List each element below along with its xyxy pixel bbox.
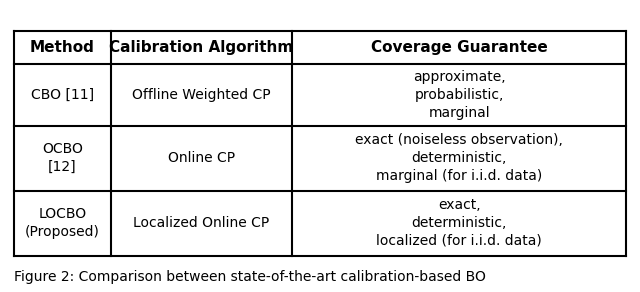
Text: exact,
deterministic,
localized (for i.i.d. data): exact, deterministic, localized (for i.i…	[376, 198, 542, 248]
Text: Localized Online CP: Localized Online CP	[134, 216, 269, 230]
Text: Coverage Guarantee: Coverage Guarantee	[371, 40, 548, 55]
Text: Figure 2: Comparison between state-of-the-art calibration-based BO: Figure 2: Comparison between state-of-th…	[14, 270, 486, 284]
Text: CBO [11]: CBO [11]	[31, 88, 94, 102]
Text: LOCBO
(Proposed): LOCBO (Proposed)	[25, 207, 100, 239]
Text: Method: Method	[30, 40, 95, 55]
Text: exact (noiseless observation),
deterministic,
marginal (for i.i.d. data): exact (noiseless observation), determini…	[355, 133, 563, 183]
Text: Offline Weighted CP: Offline Weighted CP	[132, 88, 271, 102]
Text: Online CP: Online CP	[168, 151, 235, 165]
Text: OCBO
[12]: OCBO [12]	[42, 142, 83, 174]
Text: approximate,
probabilistic,
marginal: approximate, probabilistic, marginal	[413, 70, 506, 120]
Text: Calibration Algorithm: Calibration Algorithm	[109, 40, 294, 55]
